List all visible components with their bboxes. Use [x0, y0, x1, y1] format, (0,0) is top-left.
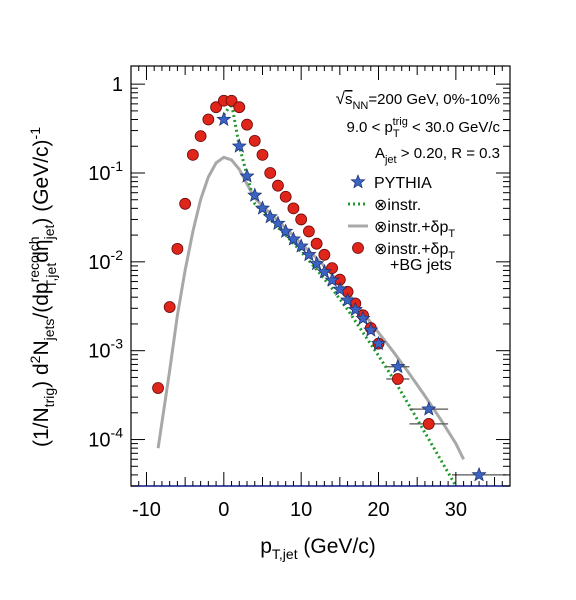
data-point-pythia: [324, 272, 340, 287]
data-point-bg-jets: [241, 118, 253, 131]
data-point-bg-jets: [279, 190, 292, 203]
y-tick-label: 1: [112, 74, 123, 96]
data-point-bg-jets: [233, 101, 246, 114]
data-point-bg-jets: [272, 179, 284, 192]
data-point-pythia: [332, 281, 348, 296]
legend-marker-bg-jets: [352, 242, 364, 254]
data-point-bg-jets: [256, 148, 269, 161]
data-point-bg-jets: [302, 225, 315, 238]
series-line-instr: [222, 100, 458, 486]
data-point-bg-jets: [422, 417, 435, 430]
data-point-pythia: [270, 215, 286, 231]
x-axis-title: pT,jet (GeV/c): [260, 535, 376, 562]
data-point-bg-jets: [202, 113, 215, 126]
data-point-bg-jets: [391, 373, 404, 385]
data-point-pythia: [390, 358, 406, 374]
y-tick-label: 10-3: [88, 336, 123, 363]
x-tick-label: 0: [218, 499, 229, 521]
x-tick-label: 30: [445, 499, 467, 521]
svg-text:9.0 < pTtrig < 30.0 GeV/c: 9.0 < pTtrig < 30.0 GeV/c: [347, 116, 501, 140]
data-point-bg-jets: [310, 237, 323, 250]
svg-text:√sNN=200 GeV, 0%-10%: √sNN=200 GeV, 0%-10%: [336, 89, 500, 112]
data-point-pythia: [363, 322, 379, 337]
legend-label-instr-dpt: ⊗instr.+δpT: [374, 219, 455, 240]
plot-annotations: √sNN=200 GeV, 0%-10% 9.0 < pTtrig < 30.0…: [336, 89, 501, 166]
data-point-pythia: [316, 263, 332, 279]
y-tick-label: 10-1: [88, 158, 123, 185]
data-point-bg-jets: [287, 202, 300, 215]
data-point-pythia: [216, 111, 232, 127]
legend-label-bg-jets-line2: +BG jets: [390, 257, 452, 274]
data-point-pythia: [309, 255, 325, 271]
svg-text:(1/Ntrig) d2Njets/(dpreco,chT,: (1/Ntrig) d2Njets/(dpreco,chT,jetdηjet) …: [26, 127, 59, 447]
y-tick-label: 10-4: [88, 425, 123, 452]
data-point-pythia: [355, 310, 371, 325]
data-point-pythia: [339, 292, 356, 307]
data-point-pythia: [278, 223, 294, 238]
data-point-bg-jets: [264, 167, 277, 179]
data-point-pythia: [471, 466, 487, 482]
svg-text:pT,jet (GeV/c): pT,jet (GeV/c): [260, 535, 376, 562]
y-tick-label: 10-2: [88, 247, 123, 274]
data-point-pythia: [293, 238, 309, 253]
data-point-bg-jets: [152, 382, 164, 394]
data-point-pythia: [301, 246, 317, 262]
x-tick-label: -10: [132, 499, 161, 521]
data-point-pythia: [370, 335, 387, 351]
legend: PYTHIA⊗instr.⊗instr.+δpT⊗instr.+δpT+BG j…: [348, 174, 455, 274]
legend-label-bg-jets: ⊗instr.+δpT: [374, 241, 455, 262]
data-point-bg-jets: [210, 101, 222, 114]
data-point-bg-jets: [295, 213, 308, 226]
x-tick-label: 10: [290, 499, 312, 521]
y-axis-title: (1/Ntrig) d2Njets/(dpreco,chT,jetdηjet) …: [26, 127, 59, 447]
data-point-pythia: [285, 231, 302, 246]
x-tick-label: 20: [367, 499, 389, 521]
data-point-bg-jets: [225, 94, 238, 107]
data-point-bg-jets: [163, 301, 176, 313]
svg-text:Ajet > 0.20, R = 0.3: Ajet > 0.20, R = 0.3: [375, 145, 500, 166]
legend-label-instr: ⊗instr.: [374, 197, 421, 214]
data-point-pythia: [231, 138, 247, 153]
data-point-pythia: [347, 301, 363, 317]
data-point-bg-jets: [186, 148, 199, 161]
data-point-pythia: [247, 187, 263, 202]
data-point-bg-jets: [179, 197, 192, 210]
data-point-pythia: [254, 200, 271, 215]
data-point-pythia: [262, 209, 278, 224]
data-point-bg-jets: [248, 134, 261, 147]
legend-marker-pythia: [350, 174, 366, 189]
legend-label-pythia: PYTHIA: [374, 175, 432, 192]
data-point-pythia: [421, 401, 437, 416]
data-point-bg-jets: [194, 130, 207, 143]
data-point-bg-jets: [318, 248, 331, 261]
data-point-pythia: [239, 168, 255, 183]
data-point-bg-jets: [171, 242, 184, 255]
